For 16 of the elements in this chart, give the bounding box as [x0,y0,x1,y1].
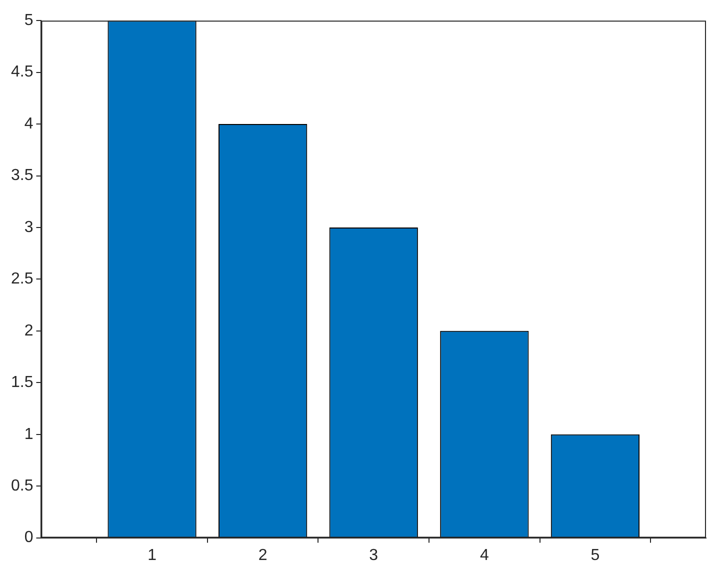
x-tick-label: 3 [369,546,378,564]
x-tick-label: 1 [148,546,157,564]
y-tick-label: 5 [24,12,34,30]
y-tick-label: 4.5 [10,64,34,81]
y-tick-label: 0 [24,529,34,546]
x-tick-label: 4 [480,546,489,564]
y-tick-label: 1.5 [10,374,34,392]
y-tick-label: 2.5 [10,270,34,288]
y-tick-label: 2 [24,322,34,340]
y-tick-label: 3 [24,218,34,236]
x-tick-label: 2 [258,546,268,564]
y-tick-label: 0.5 [10,477,34,494]
y-tick-label: 1 [24,426,34,443]
y-tick-label: 4 [24,115,34,132]
y-tick-label: 3.5 [10,167,34,184]
x-tick-label: 5 [590,546,600,564]
